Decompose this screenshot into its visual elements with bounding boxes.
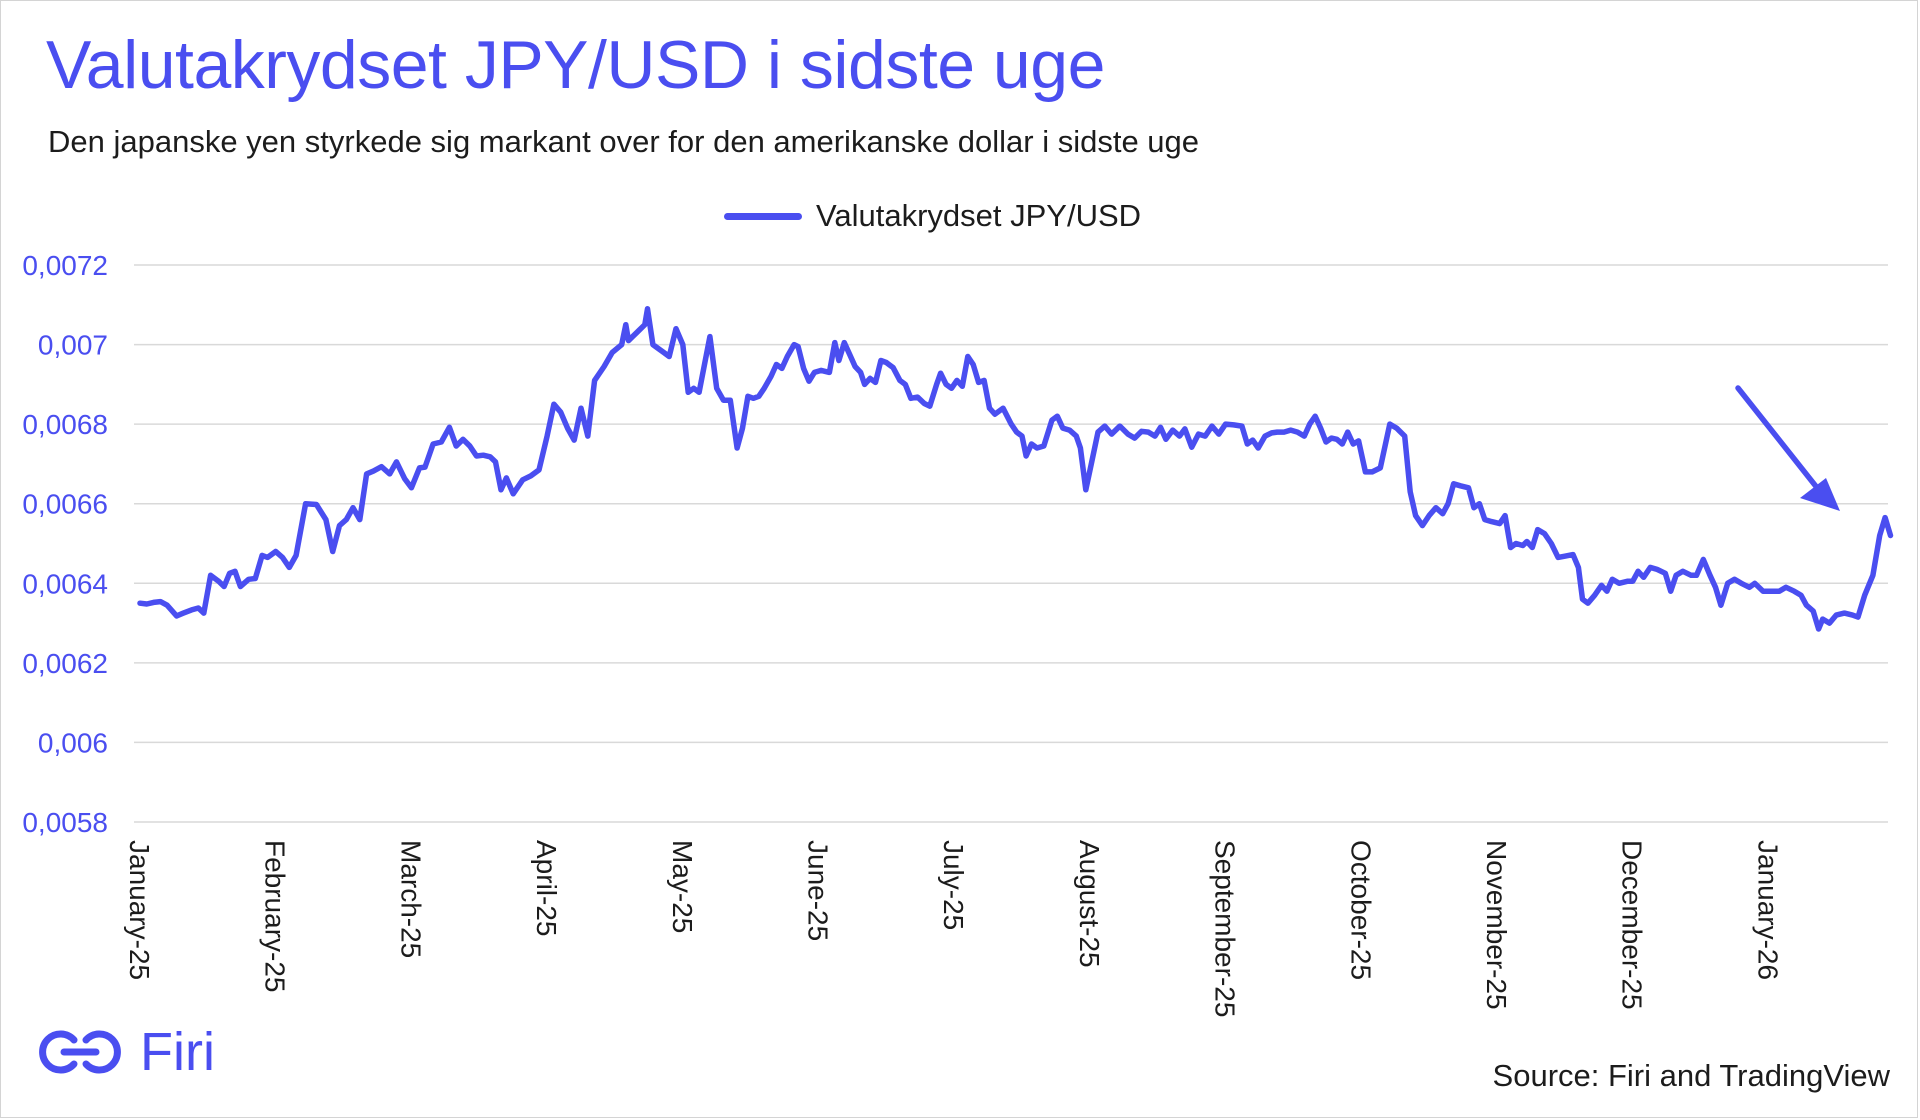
annotation-arrow-shaft [1735, 385, 1825, 497]
y-tick-label: 0,0066 [22, 489, 108, 520]
source-note: Source: Firi and TradingView [1492, 1058, 1890, 1093]
x-tick-label: January-26 [1752, 840, 1783, 980]
annotation-arrow-head [1800, 478, 1840, 511]
x-tick-label: November-25 [1481, 840, 1512, 1010]
x-tick-label: June-25 [803, 840, 834, 941]
x-tick-label: March-25 [395, 840, 426, 958]
x-tick-label: October-25 [1345, 840, 1376, 980]
legend-label: Valutakrydset JPY/USD [816, 198, 1142, 233]
x-tick-label: January-25 [124, 840, 155, 980]
y-tick-label: 0,0068 [22, 409, 108, 440]
x-tick-label: September-25 [1210, 840, 1241, 1017]
y-tick-label: 0,006 [38, 727, 108, 758]
x-tick-label: February-25 [260, 840, 291, 993]
brand-name: Firi [140, 1022, 215, 1082]
firi-logo: Firi [34, 1022, 215, 1082]
chart-subtitle: Den japanske yen styrkede sig markant ov… [48, 124, 1200, 159]
x-tick-label: May-25 [667, 840, 698, 933]
y-tick-label: 0,007 [38, 330, 108, 361]
x-tick-label: August-25 [1074, 840, 1105, 968]
y-tick-label: 0,0058 [22, 807, 108, 838]
series-line [137, 306, 1894, 632]
firi-logo-icon [39, 1030, 121, 1074]
x-tick-label: July-25 [938, 840, 969, 930]
x-tick-label: December-25 [1617, 840, 1648, 1010]
legend-swatch [724, 212, 802, 220]
y-tick-label: 0,0064 [22, 568, 108, 599]
y-tick-label: 0,0062 [22, 648, 108, 679]
legend: Valutakrydset JPY/USD [724, 198, 1141, 234]
x-tick-label: April-25 [531, 840, 562, 936]
y-tick-label: 0,0072 [22, 250, 108, 281]
chart-title: Valutakrydset JPY/USD i sidste uge [46, 27, 1105, 103]
